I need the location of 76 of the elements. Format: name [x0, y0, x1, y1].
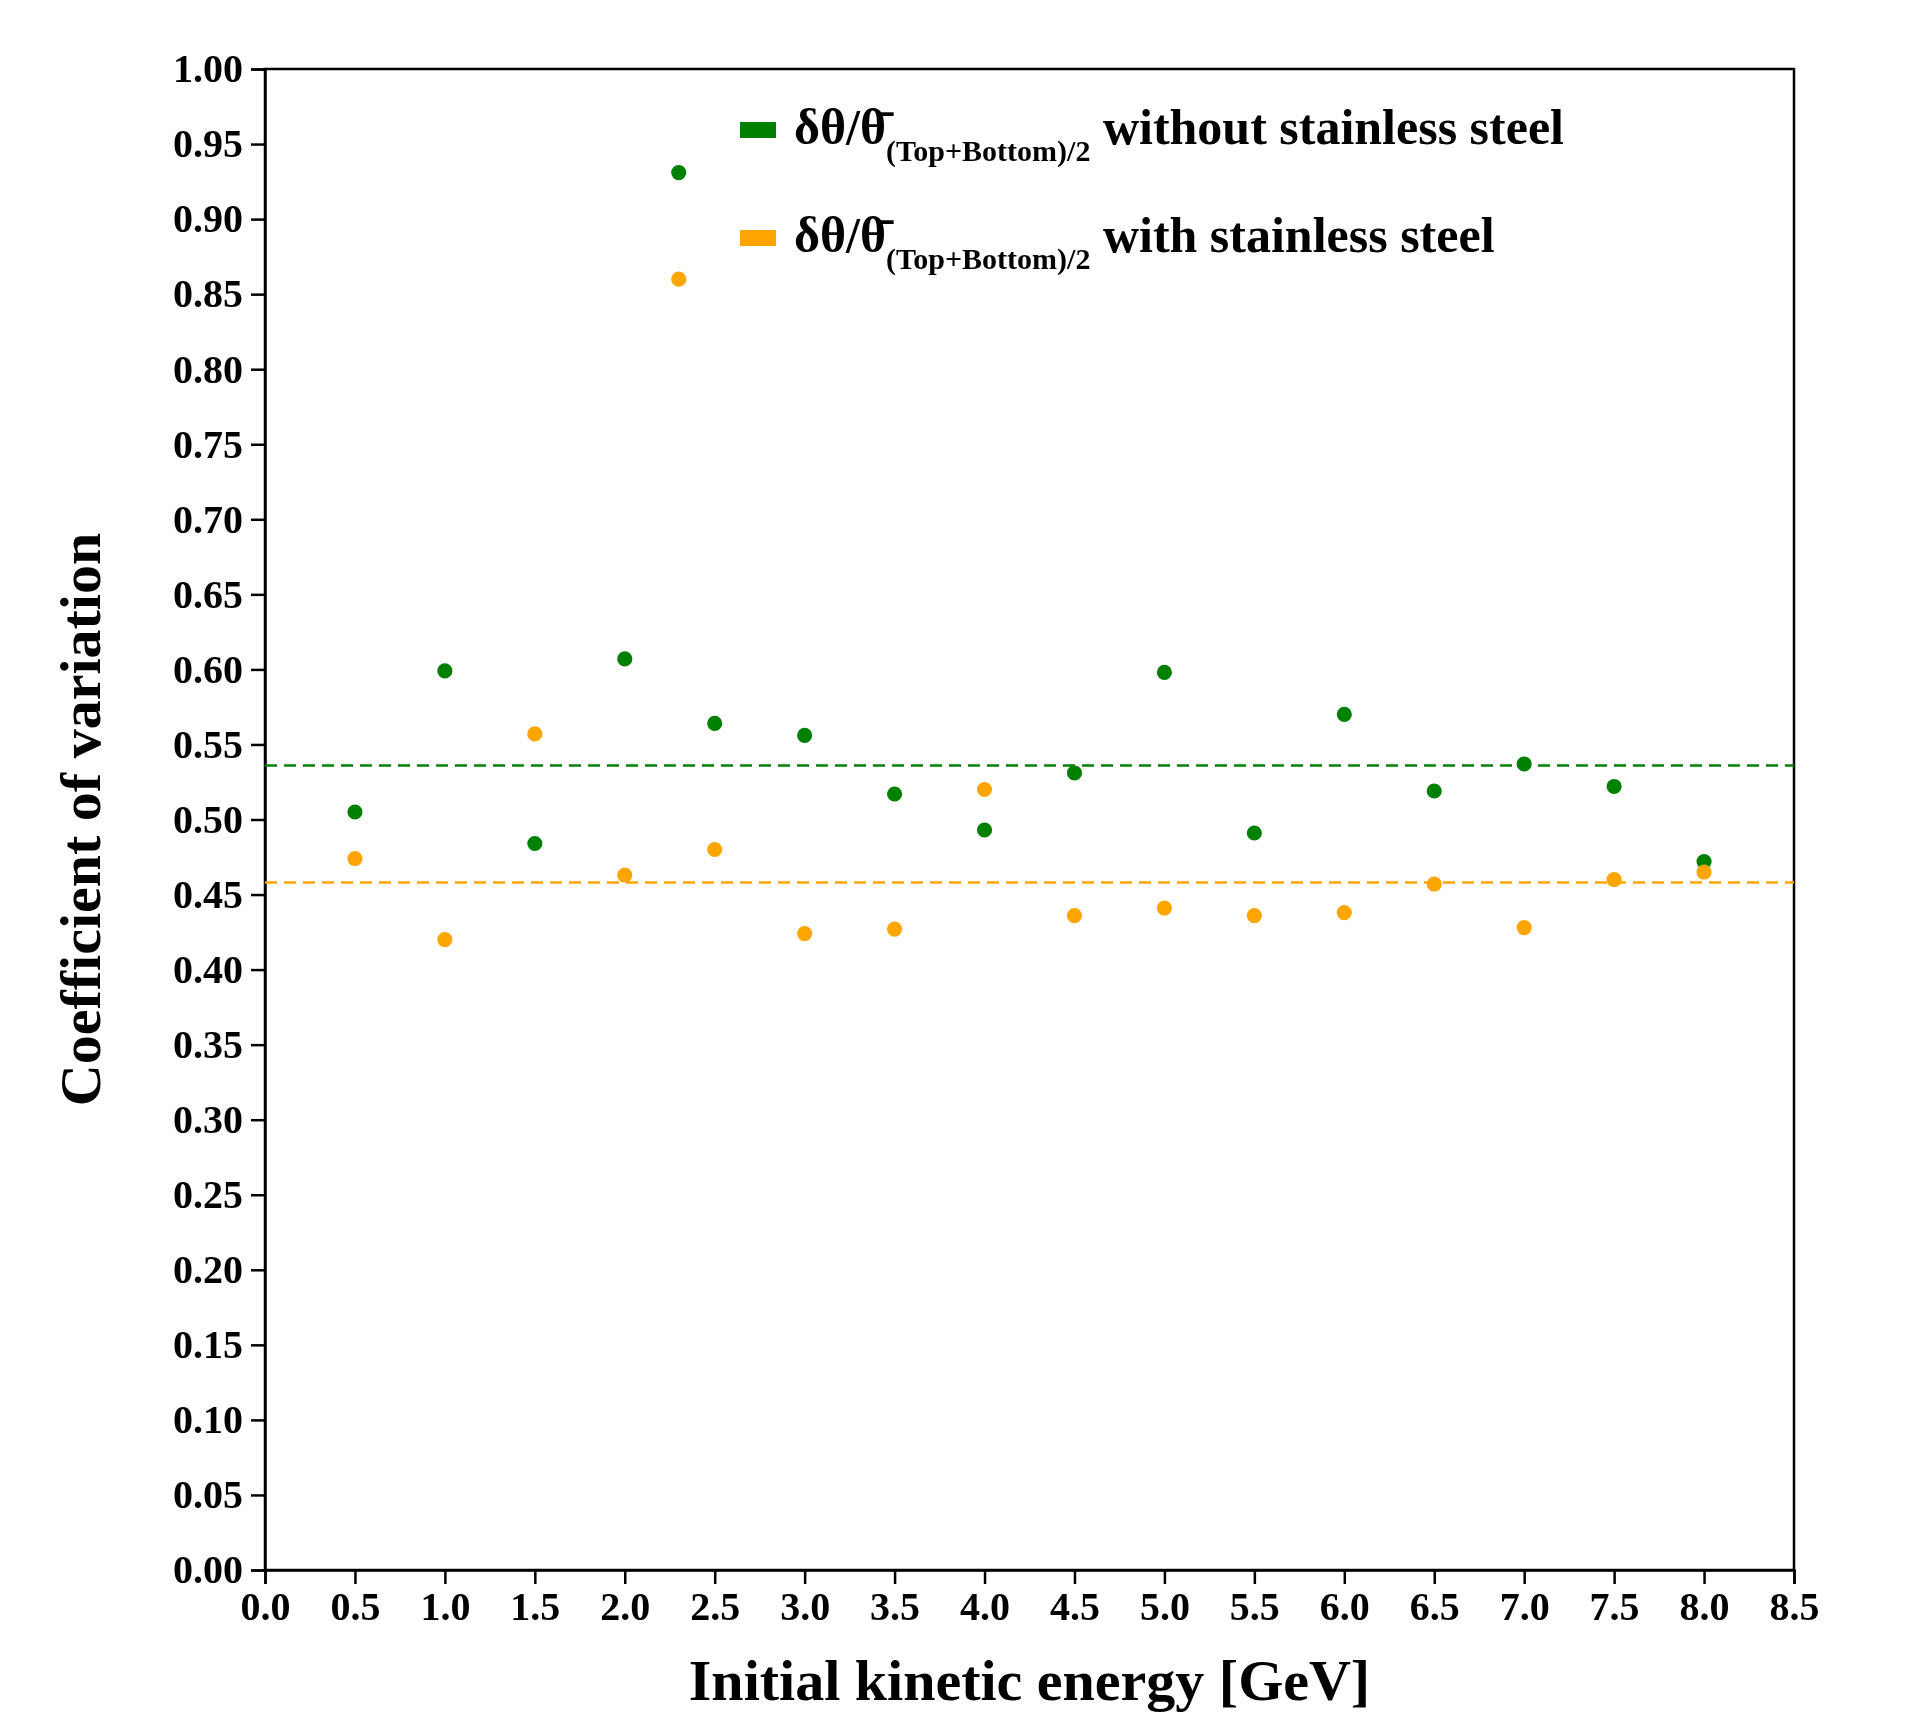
y-tick-label: 0.40	[173, 946, 243, 992]
point	[976, 781, 993, 798]
x-tick-label: 8.0	[1679, 1584, 1730, 1630]
y-tick-label: 0.65	[173, 571, 243, 617]
point	[617, 651, 633, 667]
point	[671, 271, 687, 287]
y-tick-label: 0.60	[173, 646, 243, 692]
point	[527, 835, 543, 852]
y-tick-label: 0.75	[173, 421, 243, 467]
x-tick-label: 0.5	[330, 1584, 381, 1630]
y-tick-label: 0.05	[173, 1472, 243, 1518]
y-tick-label: 0.70	[173, 496, 243, 542]
x-tick-label: 3.5	[870, 1584, 921, 1630]
y-tick-label: 0.15	[173, 1322, 243, 1368]
y-tick-label: 0.00	[173, 1547, 243, 1593]
x-tick-label: 7.5	[1589, 1584, 1640, 1630]
y-tick-label: 0.55	[173, 721, 243, 767]
point	[707, 715, 723, 731]
point	[887, 921, 903, 937]
point	[1516, 920, 1532, 936]
point	[1426, 783, 1442, 799]
point	[1246, 825, 1262, 841]
x-tick-label: 3.0	[780, 1584, 831, 1630]
point	[1696, 864, 1712, 880]
x-tick-label: 5.0	[1139, 1584, 1190, 1630]
x-tick-label: 1.0	[420, 1584, 471, 1630]
point	[1516, 756, 1532, 772]
y-tick-label: 0.25	[173, 1172, 243, 1218]
x-tick-label: 4.5	[1049, 1584, 1100, 1630]
point	[527, 726, 543, 742]
point	[437, 932, 453, 948]
legend-label: δθ/θ̄$_{(Top+Bottom)/2}$ without stainless steel	[794, 99, 1565, 168]
point	[347, 850, 363, 867]
point	[437, 663, 453, 679]
point	[976, 822, 993, 838]
point	[707, 841, 723, 858]
point	[671, 165, 687, 181]
point	[1066, 908, 1083, 924]
point	[797, 926, 813, 942]
x-tick-label: 7.0	[1499, 1584, 1550, 1630]
x-tick-label: 2.0	[600, 1584, 651, 1630]
y-tick-label: 0.30	[173, 1097, 243, 1142]
point	[617, 867, 633, 883]
y-tick-label: 0.50	[173, 796, 243, 842]
y-tick-label: 1.00	[173, 46, 243, 92]
legend-label: δθ/θ̄$_{(Top+Bottom)/2}$ with stainless steel	[794, 207, 1495, 276]
x-tick-label: 4.0	[960, 1584, 1011, 1630]
point	[1336, 905, 1352, 921]
x-tick-label: 2.5	[690, 1584, 741, 1630]
x-tick-label: 1.5	[510, 1584, 561, 1630]
x-tick-label: 0.0	[240, 1584, 291, 1630]
point	[1156, 664, 1172, 680]
y-tick-label: 0.45	[173, 871, 243, 917]
point	[1426, 876, 1442, 892]
x-axis-title: Initial kinetic energy [GeV]	[688, 1648, 1371, 1713]
y-tick-label: 0.85	[173, 271, 243, 317]
point	[1066, 765, 1083, 781]
point	[797, 727, 813, 743]
y-tick-label: 0.20	[173, 1247, 243, 1293]
y-axis-title: Coefficient of variation	[48, 532, 113, 1107]
point	[1606, 778, 1622, 795]
y-tick-label: 0.80	[173, 346, 243, 392]
y-tick-label: 0.35	[173, 1021, 243, 1067]
x-tick-label: 8.5	[1769, 1584, 1820, 1630]
x-tick-label: 5.5	[1229, 1584, 1280, 1630]
y-tick-label: 0.10	[173, 1397, 243, 1443]
point	[347, 804, 363, 820]
y-tick-label: 0.95	[173, 121, 243, 167]
point	[1336, 706, 1352, 722]
y-tick-label: 0.90	[173, 196, 243, 242]
x-tick-label: 6.5	[1409, 1584, 1460, 1630]
point	[887, 786, 903, 802]
point	[1606, 871, 1622, 888]
point	[1246, 908, 1262, 924]
x-tick-label: 6.0	[1319, 1584, 1370, 1630]
point	[1156, 900, 1172, 916]
